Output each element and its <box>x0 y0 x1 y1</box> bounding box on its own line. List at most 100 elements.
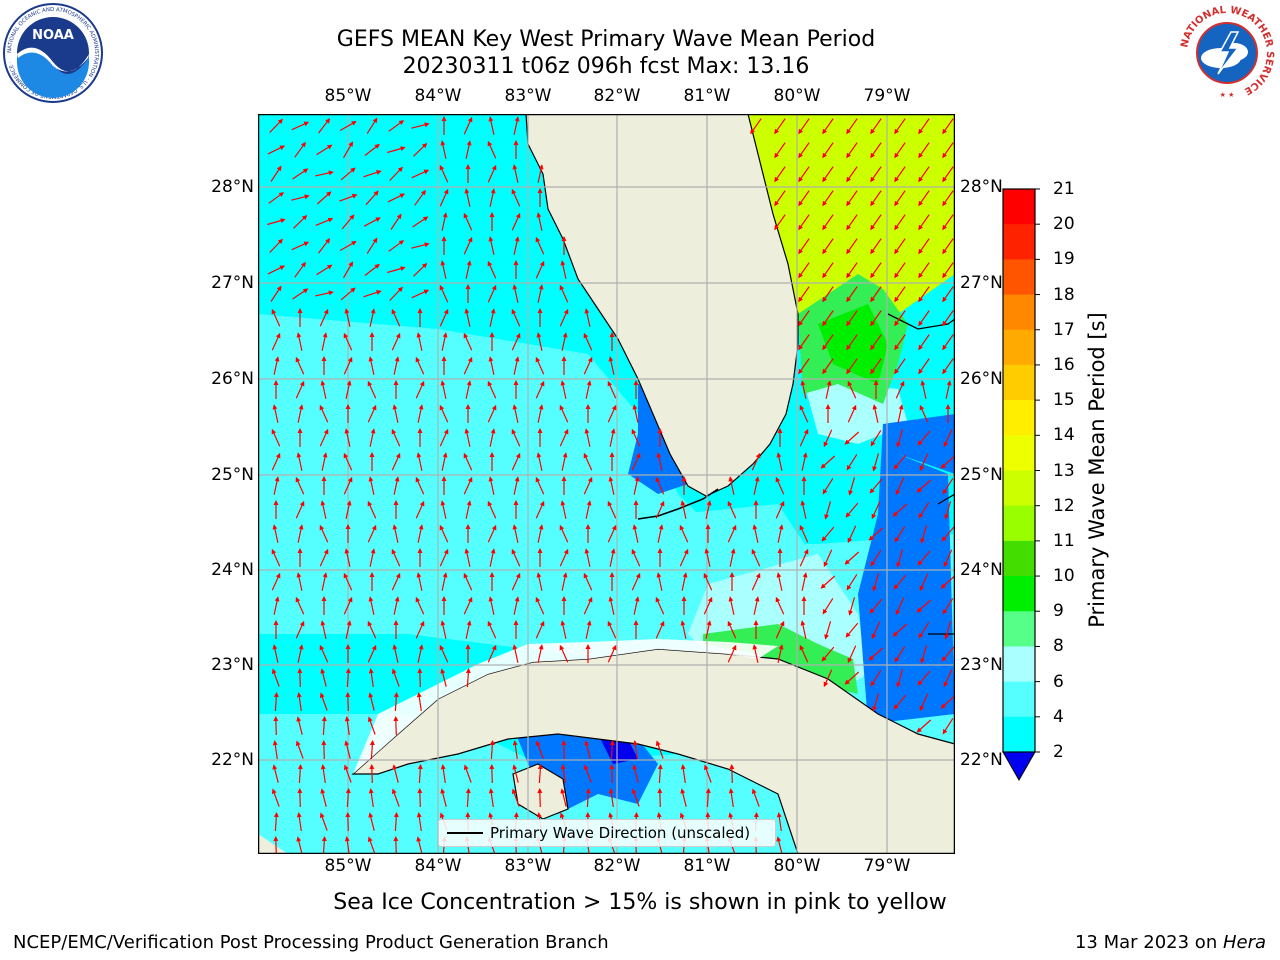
colorbar-tick-label: 17 <box>1053 319 1075 340</box>
florida-keys <box>637 488 719 520</box>
wave-arrow <box>393 476 400 495</box>
wave-arrow <box>535 620 545 639</box>
wave-arrow <box>489 308 496 327</box>
wave-arrow <box>489 188 496 207</box>
wave-arrow <box>271 572 281 591</box>
wave-arrow <box>848 597 856 616</box>
wave-arrow <box>820 575 836 589</box>
wave-arrow <box>560 788 567 807</box>
wave-arrow <box>703 596 713 615</box>
wave-arrow <box>441 332 448 351</box>
footer-host: Hera <box>1222 932 1266 953</box>
wave-arrow <box>800 620 807 639</box>
wave-arrow <box>321 572 328 591</box>
wave-arrow <box>369 764 375 784</box>
wave-arrow <box>273 812 279 832</box>
wave-arrow <box>918 310 930 327</box>
wave-arrow <box>823 669 833 688</box>
colorbar-segment <box>1003 364 1035 401</box>
wave-arrow <box>273 356 280 375</box>
wave-arrow <box>465 260 472 279</box>
wave-arrow <box>896 669 904 688</box>
wave-arrow <box>416 836 423 854</box>
wave-arrow <box>870 310 882 327</box>
wave-arrow <box>463 116 473 135</box>
wave-arrow <box>512 764 519 783</box>
lat-tick-label-left: 23°N <box>211 655 254 675</box>
wave-arrow <box>393 716 399 736</box>
wave-arrow <box>703 764 712 783</box>
wave-arrow <box>750 118 762 135</box>
wave-arrow <box>342 261 354 279</box>
wave-arrow <box>296 572 303 591</box>
wave-arrow <box>920 525 928 544</box>
wave-arrow <box>369 740 375 760</box>
wave-arrow <box>391 548 401 567</box>
colorbar-segment <box>1003 470 1035 507</box>
wave-arrow <box>321 740 327 760</box>
wave-arrow <box>632 764 639 783</box>
wave-arrow <box>918 502 930 519</box>
wave-arrow <box>272 740 278 759</box>
wave-arrow <box>917 670 931 686</box>
wave-arrow <box>846 310 858 327</box>
wave-arrow <box>488 356 495 375</box>
wave-arrow <box>583 596 593 615</box>
wave-arrow <box>297 404 304 423</box>
wave-arrow <box>894 262 906 279</box>
wave-arrow <box>751 548 761 567</box>
wave-arrow <box>822 142 834 159</box>
wave-arrow <box>535 740 544 759</box>
wave-arrow <box>824 621 832 640</box>
sea-ice-note: Sea Ice Concentration > 15% is shown in … <box>333 890 947 915</box>
wave-arrow <box>585 620 592 639</box>
wave-arrow <box>415 380 425 399</box>
wave-arrow <box>656 452 663 471</box>
wave-arrow <box>439 404 449 423</box>
wave-arrow <box>895 380 905 399</box>
wave-arrow <box>799 524 809 543</box>
wave-arrow <box>847 525 857 544</box>
wave-arrow <box>798 310 810 327</box>
wave-arrow <box>870 214 882 231</box>
wave-arrow <box>942 598 954 615</box>
wave-arrow <box>297 764 303 784</box>
wave-arrow <box>368 692 375 711</box>
wave-arrow <box>822 166 834 183</box>
wave-arrow <box>657 764 663 784</box>
wave-arrow <box>753 596 760 615</box>
wave-arrow <box>799 428 809 447</box>
wave-arrow <box>535 500 545 519</box>
wave-arrow <box>487 164 497 183</box>
wave-arrow <box>411 169 430 179</box>
wave-arrow <box>607 524 617 543</box>
wave-arrow <box>488 116 495 135</box>
wave-arrow <box>777 524 784 543</box>
colorbar-tick-label: 13 <box>1053 460 1075 481</box>
lat-tick-label-right: 25°N <box>960 465 1003 485</box>
wave-arrow <box>417 764 423 784</box>
wave-arrow <box>846 166 858 183</box>
wave-arrow <box>512 404 519 423</box>
wave-arrow <box>296 452 303 471</box>
wave-arrow <box>411 122 430 129</box>
wave-arrow <box>846 190 858 207</box>
wave-arrow <box>631 572 641 591</box>
wave-arrow <box>365 190 379 206</box>
wave-arrow <box>393 812 399 832</box>
wave-arrow <box>440 260 447 279</box>
wave-arrow <box>897 404 904 423</box>
wave-arrow <box>367 716 376 735</box>
wave-arrow <box>291 121 310 131</box>
wave-arrow <box>387 266 406 274</box>
wave-arrow <box>387 193 406 203</box>
wave-arrow <box>945 380 952 399</box>
wave-arrow <box>844 671 860 685</box>
wave-arrow <box>535 260 545 279</box>
wave-arrow <box>847 380 857 399</box>
wave-arrow <box>822 286 834 303</box>
noaa-logo: NATIONAL OCEANIC AND ATMOSPHERIC ADMINIS… <box>3 3 103 103</box>
wave-arrow <box>439 284 449 303</box>
lon-tick-label: 85°W <box>324 86 372 106</box>
wave-arrow <box>944 621 952 640</box>
